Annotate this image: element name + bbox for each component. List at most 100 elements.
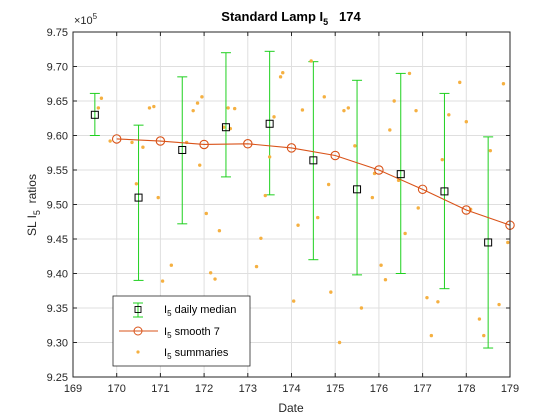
summary-point (160, 279, 165, 283)
y-tick-label: 9.75 (47, 27, 68, 39)
summary-point (383, 278, 388, 282)
summary-point (316, 215, 320, 220)
summary-point (99, 96, 104, 100)
y-axis-label: SL I5 ratios (25, 174, 42, 236)
x-tick-label: 176 (370, 383, 388, 395)
legend-entry-smooth: I5 smooth 7 (119, 326, 220, 340)
summary-point (263, 193, 267, 198)
summary-point (254, 264, 259, 269)
summary-point (458, 80, 462, 85)
median-point (396, 170, 405, 179)
median-point (221, 123, 230, 132)
x-tick-label: 173 (239, 383, 257, 395)
smooth-point (243, 139, 253, 149)
summary-point (416, 206, 420, 210)
summary-point (359, 306, 364, 310)
summary-point (440, 157, 444, 162)
y-tick-label: 9.60 (47, 131, 68, 143)
summary-point (208, 271, 213, 275)
summary-point (447, 113, 451, 117)
summary-point (429, 333, 434, 338)
summary-point (497, 302, 501, 307)
summary-point (191, 108, 195, 113)
summary-point (96, 106, 101, 110)
median-point (484, 238, 493, 247)
smooth-point (417, 184, 428, 195)
x-tick-label: 175 (326, 383, 344, 395)
summary-point (407, 71, 412, 76)
smooth-point (374, 165, 384, 175)
y-tick-label: 9.65 (47, 96, 68, 108)
legend-label-summaries: I5 summaries (164, 347, 229, 361)
summary-point (388, 128, 392, 132)
y-exponent-label: ×105 (74, 12, 98, 27)
summary-point (477, 317, 482, 321)
summary-point (506, 240, 510, 245)
legend-entry-summaries: I5 summaries (136, 347, 229, 361)
summary-point (425, 295, 429, 300)
smooth-point (461, 205, 472, 215)
summary-point (337, 340, 342, 345)
summary-point (346, 106, 351, 110)
summary-point (370, 195, 375, 200)
median-point (309, 156, 318, 165)
legend: I5 daily median I5 smooth 7 I5 summaries (112, 295, 251, 367)
summary-point (488, 148, 493, 153)
summary-point (141, 145, 145, 149)
smooth-point (330, 150, 340, 161)
y-tick-label: 9.50 (47, 200, 68, 212)
summary-point (278, 75, 283, 79)
x-tick-label: 169 (64, 383, 82, 395)
y-tick-label: 9.30 (47, 338, 68, 350)
x-tick-label: 170 (108, 383, 126, 395)
y-tick-label: 9.35 (47, 303, 68, 315)
median-point (178, 145, 187, 154)
summary-point (217, 229, 222, 233)
summary-point (267, 155, 272, 159)
summary-point (329, 290, 333, 294)
summary-point (322, 95, 326, 99)
y-tick-label: 9.25 (47, 372, 68, 384)
legend-summaries-marker (136, 350, 140, 354)
x-axis-label: Date (278, 401, 304, 415)
summary-point (464, 120, 468, 124)
summary-point (436, 300, 440, 304)
y-tick-label: 9.45 (47, 234, 68, 246)
smooth-point (199, 139, 209, 150)
summary-point (213, 277, 217, 281)
summary-point (379, 263, 383, 267)
legend-smooth-marker (133, 326, 143, 336)
legend-median-marker (134, 306, 142, 313)
summary-point (226, 106, 230, 110)
summary-point (195, 101, 200, 105)
median-point (353, 185, 362, 194)
x-tick-label: 177 (413, 383, 431, 395)
x-tick-label: 179 (501, 383, 519, 395)
summary-point (232, 106, 237, 111)
summary-point (296, 223, 300, 227)
summary-point (291, 299, 296, 303)
chart-title: Standard Lamp I5 174 (221, 9, 361, 27)
legend-entry-median: I5 daily median (133, 302, 236, 318)
summary-point (353, 144, 357, 148)
summary-point (501, 82, 506, 86)
smooth-series (111, 134, 515, 230)
summary-point (281, 71, 285, 75)
chart-title-subscript: 5 (323, 17, 328, 27)
summary-point (134, 182, 139, 186)
x-tick-label: 172 (195, 383, 213, 395)
smooth-point (155, 136, 166, 146)
summary-point (414, 108, 418, 113)
summary-point (156, 195, 160, 200)
summary-point (130, 140, 134, 145)
x-tick-label: 171 (151, 383, 169, 395)
x-tick-label: 178 (457, 383, 475, 395)
summary-point (392, 99, 396, 103)
y-tick-labels: 9.25 9.30 9.35 9.40 9.45 9.50 9.55 9.60 9.65 9.70… (47, 27, 68, 384)
plot-frame (72, 31, 511, 378)
summary-point (403, 231, 407, 236)
y-tick-label: 9.55 (47, 165, 68, 177)
summary-point (342, 108, 346, 113)
y-tick-label: 9.40 (47, 269, 68, 281)
summary-point (200, 95, 204, 99)
